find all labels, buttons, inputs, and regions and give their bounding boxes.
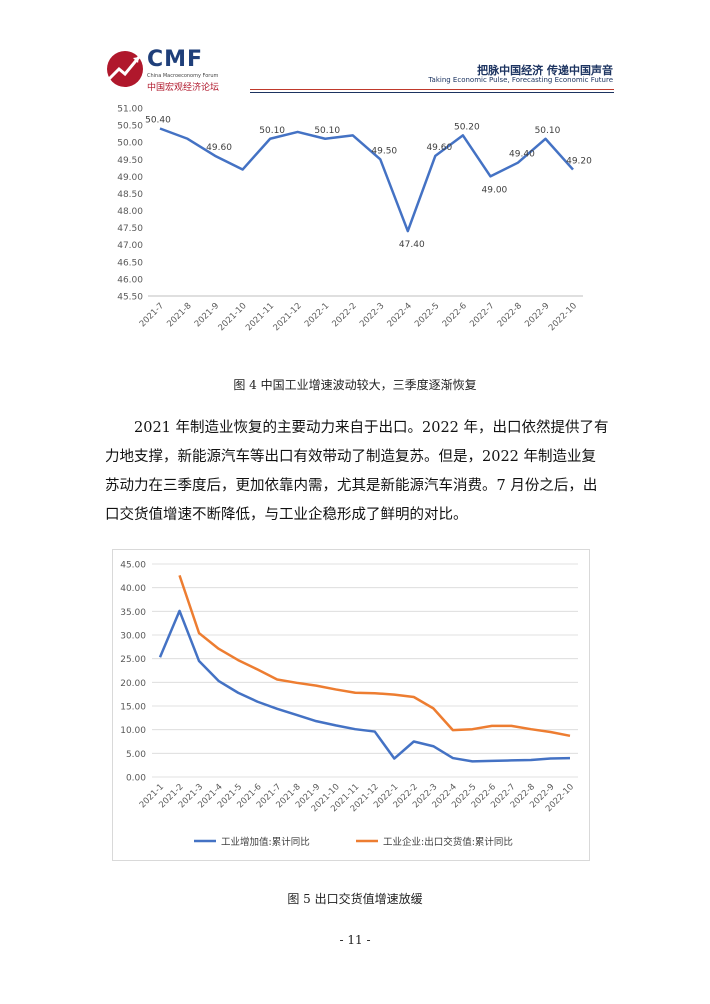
y-tick-label: 48.00 — [117, 207, 143, 217]
x-tick-label: 2022-3 — [358, 301, 386, 329]
y-tick-label: 0.00 — [126, 774, 146, 784]
x-tick-label: 2021-12 — [272, 301, 304, 333]
data-label: 50.20 — [454, 122, 480, 132]
y-tick-label: 51.00 — [117, 105, 143, 115]
x-tick-label: 2022-5 — [413, 301, 441, 329]
data-label: 49.50 — [371, 146, 397, 156]
y-tick-label: 10.00 — [120, 726, 146, 736]
x-tick-label: 2022-4 — [386, 301, 414, 329]
y-tick-label: 47.00 — [117, 241, 143, 251]
x-tick-label: 2022-8 — [496, 301, 524, 329]
page-header: CMF China Macroeconomy Forum 中国宏观经济论坛 把脉… — [0, 0, 710, 100]
x-tick-label: 2022-1 — [303, 301, 331, 329]
page-number: - 11 - — [339, 933, 371, 947]
x-tick-label: 2022-6 — [441, 301, 469, 329]
series-line-0 — [158, 609, 571, 763]
cmf-logo-icon — [107, 51, 143, 87]
legend-label: 工业增加值:累计同比 — [221, 836, 310, 848]
y-tick-label: 46.50 — [117, 258, 143, 268]
data-label: 47.40 — [399, 240, 425, 250]
industry-growth-chart: 45.50 46.00 46.50 47.00 47.50 48.00 48.50 49.00… — [117, 105, 592, 334]
y-tick-label: 46.00 — [117, 275, 143, 285]
x-tick-label: 2022-7 — [468, 301, 496, 329]
y-tick-label: 49.00 — [117, 173, 143, 183]
data-label: 50.10 — [535, 126, 561, 136]
x-tick-label: 2021-8 — [165, 301, 193, 329]
x-tick-label: 2022-2 — [330, 301, 358, 329]
header-rule-blue — [250, 92, 614, 93]
y-tick-label: 50.00 — [117, 139, 143, 149]
y-tick-label: 20.00 — [120, 679, 146, 689]
figure4-caption: 图 4 中国工业增速波动较大，三季度逐渐恢复 — [233, 378, 477, 392]
legend-label: 工业企业:出口交货值:累计同比 — [383, 836, 513, 848]
x-tick-label: 2022-10 — [547, 301, 579, 333]
slogan-en: Taking Economic Pulse, Forecasting Econo… — [428, 76, 613, 84]
x-tick-label: 2021-7 — [138, 301, 166, 329]
data-label: 49.00 — [482, 185, 508, 195]
logo-subtitle: China Macroeconomy Forum — [147, 73, 219, 79]
body-paragraph: 2021 年制造业恢复的主要动力来自于出口。2022 年，出口依然提供了有力地支… — [105, 420, 609, 523]
y-tick-label: 35.00 — [120, 608, 146, 618]
x-tick-label: 2021-10 — [217, 301, 249, 333]
figure5-caption: 图 5 出口交货值增速放缓 — [287, 892, 423, 906]
logo-chinese: 中国宏观经济论坛 — [147, 83, 220, 93]
header-rule-red — [250, 89, 614, 90]
y-tick-label: 47.50 — [117, 224, 143, 234]
y-tick-label: 45.00 — [120, 561, 146, 571]
y-tick-label: 48.50 — [117, 190, 143, 200]
series-line — [159, 127, 574, 233]
slogan-cn: 把脉中国经济 传递中国声音 — [477, 64, 613, 77]
data-label: 49.60 — [426, 143, 452, 153]
data-label: 50.10 — [314, 126, 340, 136]
data-label: 50.10 — [259, 126, 285, 136]
data-label: 49.20 — [566, 157, 592, 167]
data-label: 49.40 — [509, 150, 535, 160]
logo-text: CMF — [147, 47, 204, 72]
y-tick-label: 45.50 — [117, 293, 143, 303]
data-label: 50.40 — [145, 116, 171, 126]
y-tick-label: 25.00 — [120, 655, 146, 665]
x-tick-label: 2021-11 — [244, 301, 276, 333]
chart-frame — [112, 549, 590, 861]
y-tick-label: 15.00 — [120, 703, 146, 713]
y-tick-label: 40.00 — [120, 584, 146, 594]
y-tick-label: 30.00 — [120, 632, 146, 642]
cmf-logo: CMF China Macroeconomy Forum 中国宏观经济论坛 — [105, 45, 245, 95]
data-label: 49.60 — [206, 143, 232, 153]
y-tick-label: 5.00 — [126, 750, 146, 760]
export-delivery-chart: 0.00 5.00 10.00 15.00 20.00 25.00 30.00 35.00 40… — [112, 549, 590, 861]
series-line-1 — [178, 574, 571, 738]
y-tick-label: 50.50 — [117, 122, 143, 132]
y-tick-label: 49.50 — [117, 156, 143, 166]
